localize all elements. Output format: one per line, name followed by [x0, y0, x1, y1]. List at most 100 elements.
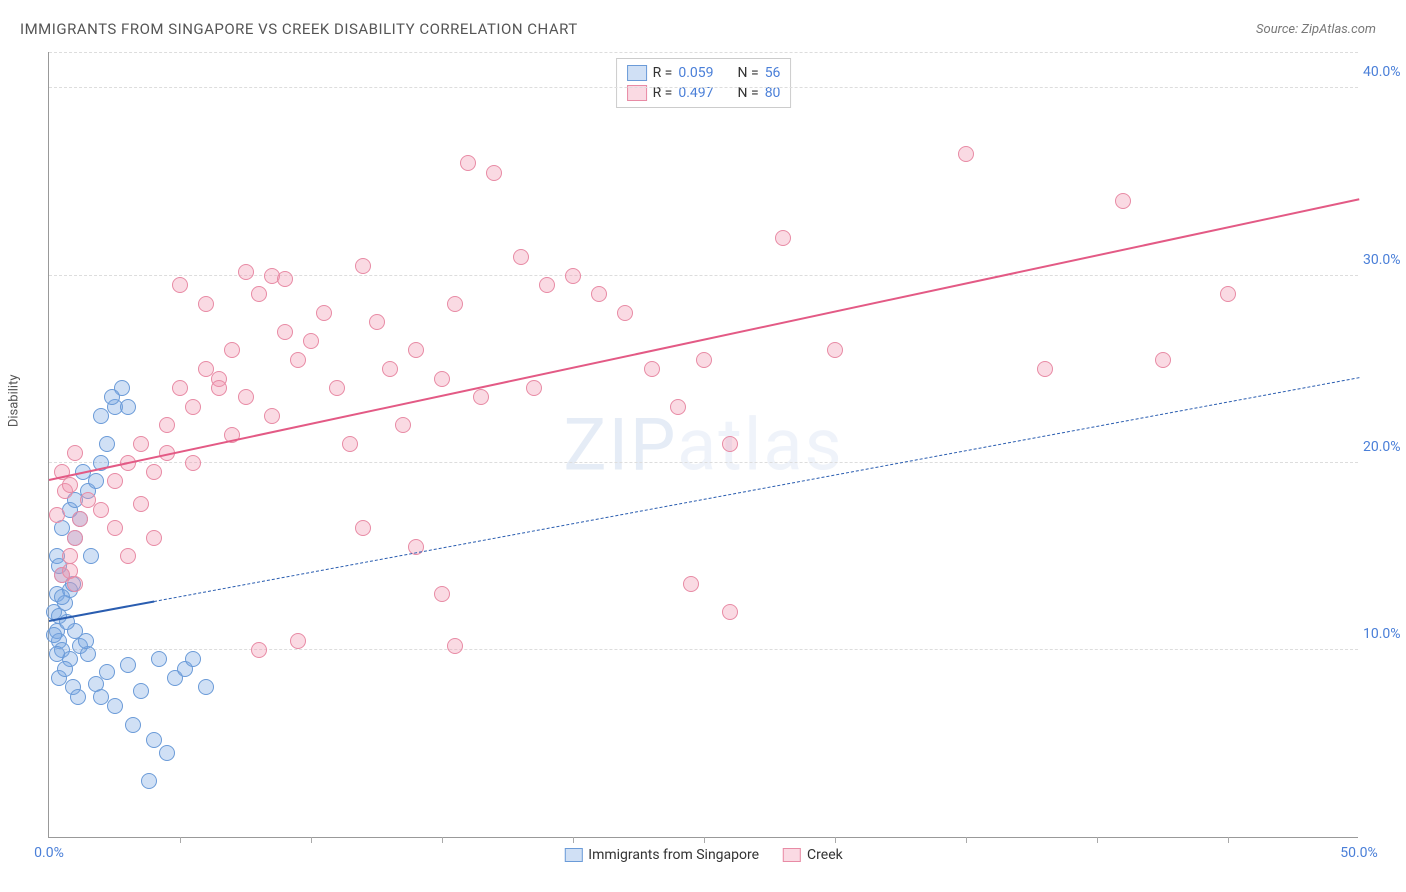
scatter-point [54, 589, 70, 605]
scatter-point [238, 389, 254, 405]
scatter-point [159, 745, 175, 761]
scatter-point [88, 473, 104, 489]
scatter-point [146, 530, 162, 546]
scatter-point [99, 664, 115, 680]
legend-row: R =0.497N =80 [627, 83, 781, 103]
scatter-point [722, 604, 738, 620]
scatter-point [198, 679, 214, 695]
scatter-point [159, 417, 175, 433]
scatter-point [290, 352, 306, 368]
scatter-point [722, 436, 738, 452]
x-minor-tick [1228, 837, 1229, 843]
scatter-point [93, 502, 109, 518]
scatter-point [133, 436, 149, 452]
scatter-point [342, 436, 358, 452]
bottom-legend-item: Immigrants from Singapore [564, 847, 759, 863]
x-tick-label: 0.0% [34, 845, 64, 861]
scatter-point [447, 638, 463, 654]
scatter-point [1037, 361, 1053, 377]
scatter-point [683, 576, 699, 592]
scatter-point [198, 296, 214, 312]
scatter-point [591, 286, 607, 302]
scatter-point [238, 264, 254, 280]
scatter-point [277, 324, 293, 340]
scatter-point [827, 342, 843, 358]
legend-r-label: R = [653, 65, 673, 81]
scatter-point [460, 155, 476, 171]
scatter-point [141, 773, 157, 789]
x-minor-tick [835, 837, 836, 843]
legend-swatch [627, 65, 647, 81]
scatter-point [408, 342, 424, 358]
scatter-point [486, 165, 502, 181]
legend-r-value: 0.059 [678, 65, 713, 81]
scatter-point [185, 455, 201, 471]
scatter-point [120, 548, 136, 564]
scatter-point [70, 689, 86, 705]
y-tick-label: 30.0% [1363, 252, 1406, 268]
scatter-point [696, 352, 712, 368]
scatter-point [67, 530, 83, 546]
scatter-point [104, 389, 120, 405]
trendline [49, 199, 1359, 482]
bottom-legend-item: Creek [783, 847, 843, 863]
x-tick-label: 50.0% [1340, 845, 1378, 861]
scatter-point [62, 548, 78, 564]
scatter-point [290, 633, 306, 649]
correlation-legend: R =0.059N =56R =0.497N =80 [616, 58, 792, 108]
scatter-point [133, 683, 149, 699]
scatter-point [316, 305, 332, 321]
trendline [154, 378, 1359, 603]
scatter-point [49, 507, 65, 523]
scatter-point [120, 399, 136, 415]
scatter-point [526, 380, 542, 396]
legend-swatch [783, 848, 801, 862]
y-tick-label: 20.0% [1363, 439, 1406, 455]
scatter-point [107, 520, 123, 536]
scatter-point [46, 627, 62, 643]
series-legend: Immigrants from Singapore Creek [564, 847, 842, 863]
scatter-point [49, 646, 65, 662]
scatter-point [513, 249, 529, 265]
legend-label: Immigrants from Singapore [588, 847, 759, 863]
gridline-horizontal [49, 649, 1358, 650]
scatter-point [617, 305, 633, 321]
scatter-point [277, 271, 293, 287]
scatter-point [211, 380, 227, 396]
gridline-horizontal [49, 87, 1358, 88]
x-minor-tick [573, 837, 574, 843]
scatter-point [775, 230, 791, 246]
scatter-point [382, 361, 398, 377]
x-minor-tick [311, 837, 312, 843]
scatter-point [434, 371, 450, 387]
scatter-point [329, 380, 345, 396]
scatter-point [355, 258, 371, 274]
y-axis-label: Disability [7, 374, 22, 427]
gridline-horizontal [49, 52, 1358, 53]
chart-plot-area: ZIPatlas R =0.059N =56R =0.497N =80 Immi… [48, 52, 1358, 838]
scatter-point [355, 520, 371, 536]
x-minor-tick [704, 837, 705, 843]
scatter-point [539, 277, 555, 293]
scatter-point [120, 657, 136, 673]
scatter-point [303, 333, 319, 349]
scatter-point [83, 548, 99, 564]
scatter-point [224, 342, 240, 358]
scatter-point [172, 277, 188, 293]
scatter-point [251, 642, 267, 658]
scatter-point [185, 399, 201, 415]
scatter-point [125, 717, 141, 733]
legend-swatch [564, 848, 582, 862]
scatter-point [1155, 352, 1171, 368]
scatter-point [395, 417, 411, 433]
legend-row: R =0.059N =56 [627, 63, 781, 83]
scatter-point [78, 633, 94, 649]
scatter-point [67, 445, 83, 461]
scatter-point [172, 380, 188, 396]
scatter-point [434, 586, 450, 602]
scatter-point [1220, 286, 1236, 302]
legend-label: Creek [807, 847, 843, 863]
scatter-point [264, 408, 280, 424]
x-minor-tick [442, 837, 443, 843]
scatter-point [473, 389, 489, 405]
